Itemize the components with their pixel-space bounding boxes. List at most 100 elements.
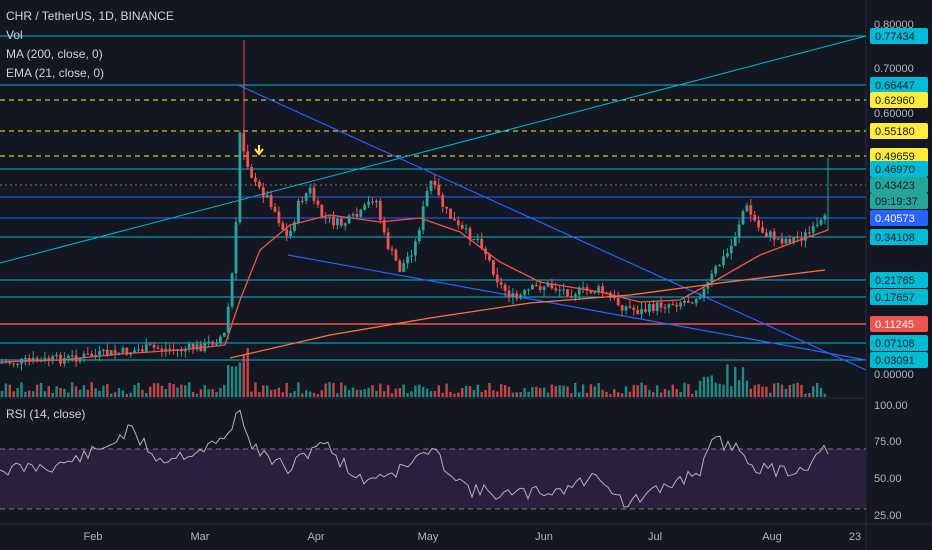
candle-body bbox=[503, 284, 507, 291]
candle-body bbox=[476, 238, 480, 240]
candle-body bbox=[0, 362, 4, 364]
candle-body bbox=[265, 194, 269, 198]
candle-body bbox=[745, 205, 749, 212]
volume-bar bbox=[776, 382, 780, 397]
volume-bar bbox=[324, 383, 327, 397]
volume-bar bbox=[788, 384, 791, 397]
volume-bar bbox=[113, 392, 117, 397]
volume-bar bbox=[593, 386, 596, 397]
volume-bar bbox=[293, 391, 296, 397]
volume-bar bbox=[269, 389, 273, 397]
volume-bar bbox=[765, 386, 768, 397]
volume-bar bbox=[207, 389, 210, 397]
volume-bar bbox=[149, 386, 152, 397]
candle-body bbox=[367, 201, 370, 205]
candle-body bbox=[219, 336, 222, 344]
price-label-box bbox=[870, 316, 928, 332]
volume-bar bbox=[683, 382, 686, 397]
volume-bar bbox=[624, 386, 628, 397]
volume-bar bbox=[308, 391, 312, 397]
candle-body bbox=[722, 256, 725, 266]
candle-body bbox=[527, 289, 530, 291]
volume-bar bbox=[613, 389, 616, 397]
volume-bar bbox=[94, 388, 97, 397]
price-label: 0.43423 bbox=[875, 180, 915, 192]
volume-bar bbox=[367, 387, 370, 397]
candle-body bbox=[726, 253, 729, 257]
candle-body bbox=[659, 302, 663, 308]
price-label: 0.77434 bbox=[875, 31, 915, 43]
volume-bar bbox=[250, 391, 253, 397]
candle-body bbox=[788, 238, 792, 243]
volume-bar bbox=[227, 364, 230, 397]
volume-bar bbox=[152, 383, 156, 397]
volume-bar bbox=[503, 384, 507, 397]
candle-body bbox=[277, 211, 281, 224]
candle-body bbox=[492, 260, 495, 275]
volume-bar bbox=[457, 392, 460, 397]
volume-bar bbox=[488, 382, 491, 397]
price-label: 0.66447 bbox=[875, 80, 915, 92]
ma-line bbox=[229, 269, 826, 359]
volume-bar bbox=[35, 384, 39, 397]
volume-bar bbox=[359, 390, 362, 397]
volume-bar bbox=[749, 388, 752, 397]
candle-body bbox=[187, 344, 191, 350]
candle-body bbox=[441, 195, 445, 207]
candle-body bbox=[523, 290, 526, 295]
candle-body bbox=[433, 180, 437, 185]
volume-bar bbox=[808, 393, 811, 397]
rsi-tick-label: 25.00 bbox=[874, 510, 902, 522]
volume-bar bbox=[59, 388, 62, 397]
volume-bar bbox=[519, 392, 522, 397]
volume-bar bbox=[32, 391, 35, 397]
volume-bar bbox=[254, 382, 257, 397]
volume-bar bbox=[12, 391, 15, 397]
volume-bar bbox=[796, 382, 799, 397]
candle-body bbox=[488, 254, 491, 261]
candle-body bbox=[55, 354, 58, 357]
candle-body bbox=[332, 216, 335, 226]
candle-body bbox=[183, 349, 187, 352]
volume-bar bbox=[780, 384, 784, 397]
volume-bar bbox=[28, 390, 31, 397]
volume-bar bbox=[792, 383, 795, 397]
candle-body bbox=[780, 238, 784, 244]
volume-bar bbox=[714, 382, 717, 397]
candle-body bbox=[293, 222, 296, 231]
candle-body bbox=[386, 232, 390, 250]
volume-bar bbox=[550, 384, 554, 397]
candle-body bbox=[710, 273, 714, 282]
volume-bar bbox=[129, 392, 132, 397]
volume-bar bbox=[4, 383, 8, 397]
volume-bar bbox=[78, 389, 82, 397]
candle-body bbox=[733, 236, 737, 246]
volume-bar bbox=[500, 384, 503, 397]
ma-legend: MA (200, close, 0) bbox=[6, 47, 103, 61]
price-tick-label: 0.70000 bbox=[874, 63, 914, 75]
volume-bar bbox=[468, 386, 472, 397]
candle-body bbox=[632, 307, 636, 310]
candle-body bbox=[776, 238, 780, 240]
volume-bar bbox=[211, 388, 214, 397]
candle-body bbox=[811, 226, 815, 233]
candle-body bbox=[238, 132, 242, 223]
volume-bar bbox=[601, 389, 604, 397]
candle-body bbox=[8, 362, 12, 364]
candle-body bbox=[679, 302, 682, 307]
volume-bar bbox=[195, 393, 199, 397]
volume-bar bbox=[203, 385, 206, 397]
volume-bar bbox=[585, 392, 589, 397]
volume-bar bbox=[659, 392, 663, 397]
volume-bar bbox=[168, 383, 171, 397]
candle-body bbox=[687, 300, 690, 303]
candle-body bbox=[570, 296, 573, 298]
volume-bar bbox=[355, 389, 359, 397]
volume-bar bbox=[769, 392, 772, 397]
volume-bar bbox=[461, 388, 464, 397]
volume-bar bbox=[784, 388, 788, 397]
volume-bar bbox=[574, 382, 577, 397]
candle-body bbox=[382, 220, 386, 233]
volume-bar bbox=[117, 388, 121, 397]
